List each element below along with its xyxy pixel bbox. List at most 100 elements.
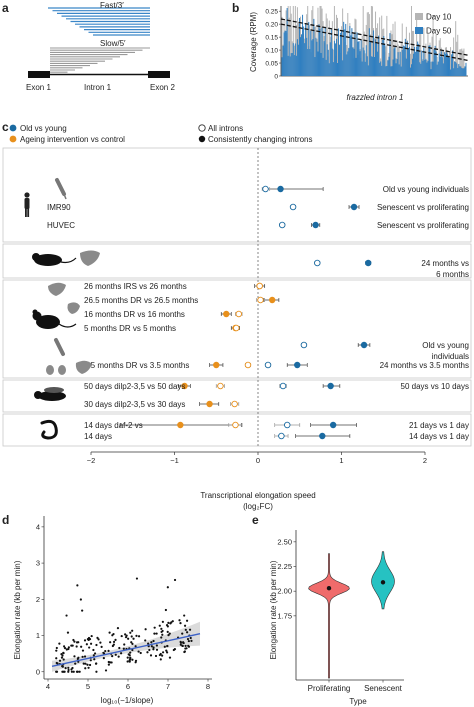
data-point <box>163 645 166 648</box>
data-point <box>55 649 58 652</box>
right-label: Old vs young individuals <box>383 185 469 194</box>
panel-letter-b: b <box>232 1 239 15</box>
data-point <box>66 631 70 634</box>
data-point <box>62 651 65 654</box>
y-tick-label: 0 <box>36 667 40 676</box>
legend-open-circle <box>198 124 206 132</box>
fast-label: Fast/3′ <box>100 1 124 10</box>
data-point <box>167 633 170 637</box>
organ-icons-mouse <box>46 282 92 375</box>
left-label: HUVEC <box>47 221 75 230</box>
data-point <box>84 667 87 670</box>
data-point <box>99 641 102 644</box>
data-point <box>160 627 163 630</box>
effect-point <box>365 259 372 267</box>
forest-xlabel: Transcriptional elongation speed <box>200 491 315 500</box>
legend-day50: Day 50 <box>426 27 452 36</box>
data-point <box>139 651 142 655</box>
data-point <box>88 663 92 667</box>
right-label: 24 months vs <box>421 259 469 268</box>
x-tick-label: 1 <box>339 456 343 465</box>
data-point <box>83 639 87 642</box>
data-point <box>110 661 113 664</box>
data-point <box>152 639 155 643</box>
data-point <box>165 624 169 627</box>
data-point <box>185 619 189 622</box>
y-tick-label: 0 <box>274 74 278 81</box>
data-point <box>124 636 128 639</box>
right-label: 24 months vs 3.5 months <box>380 361 469 370</box>
data-point <box>95 670 98 673</box>
rat-icon <box>32 253 77 266</box>
data-point <box>187 644 190 647</box>
data-point <box>155 632 158 635</box>
y-tick-label: 4 <box>36 522 40 531</box>
x-tick-label: 2 <box>423 456 427 465</box>
panel-a-read-diagram <box>48 7 150 73</box>
data-point <box>166 630 169 633</box>
data-point <box>120 634 123 638</box>
effect-point <box>312 221 319 229</box>
right-label: 21 days vs 1 day <box>409 421 469 430</box>
x-tick-label: −2 <box>87 456 96 465</box>
effect-point-all <box>235 310 243 318</box>
data-point <box>153 626 156 629</box>
data-point <box>179 641 183 644</box>
effect-point <box>327 382 334 390</box>
left-label: 26.5 months DR vs 26.5 months <box>84 296 198 305</box>
data-point <box>184 644 187 648</box>
data-point <box>75 645 78 648</box>
left-label: 16 months DR vs 16 months <box>84 310 185 319</box>
data-point <box>76 670 79 673</box>
human-icon <box>24 192 30 217</box>
intron1-label: Intron 1 <box>84 83 112 92</box>
data-point <box>81 609 84 612</box>
group-box <box>2 379 472 413</box>
data-point <box>58 642 61 645</box>
effect-point <box>213 361 220 369</box>
right-label: 14 days vs 1 day <box>409 432 469 441</box>
data-point <box>95 662 98 665</box>
data-point <box>173 648 177 651</box>
effect-point <box>181 382 188 390</box>
data-point <box>82 662 85 665</box>
data-point <box>146 651 149 654</box>
data-point <box>144 639 147 642</box>
data-point <box>166 644 169 648</box>
data-point <box>155 648 159 651</box>
left-label: 14 days daf-2 vs <box>84 421 143 430</box>
data-point <box>161 654 164 657</box>
data-point <box>118 646 121 650</box>
legend-intervention: Ageing intervention vs control <box>20 135 125 144</box>
exon1-box <box>28 71 50 78</box>
left-label: 3.5 months DR vs 3.5 months <box>84 361 189 370</box>
effect-point-all <box>283 421 291 429</box>
coverage-ylabel: Coverage (RPM) <box>249 12 258 72</box>
data-point <box>144 628 147 631</box>
data-point <box>161 620 164 623</box>
data-point <box>116 627 120 630</box>
scatter-xlabel: log₁₀(−1/slope) <box>101 696 154 705</box>
left-label: 5 months DR vs 5 months <box>84 324 176 333</box>
violin-xlabel: Type <box>349 697 367 706</box>
effect-point-all <box>233 324 240 332</box>
x-tick-label: 8 <box>206 682 210 691</box>
y-tick-label: 2.50 <box>277 537 292 546</box>
left-label: 30 days dilp2-3,5 vs 30 days <box>84 400 185 409</box>
data-point <box>159 658 162 661</box>
data-point <box>67 668 70 672</box>
group-box <box>2 243 472 279</box>
y-tick-label: 1 <box>36 631 40 640</box>
legend-filled-circle <box>198 135 206 143</box>
data-point <box>81 649 85 652</box>
data-point <box>181 644 184 647</box>
data-point <box>128 654 131 657</box>
data-point <box>93 658 96 661</box>
data-point <box>147 642 150 645</box>
data-point <box>129 656 132 659</box>
trend-day50 <box>280 23 469 62</box>
data-point <box>165 651 169 654</box>
data-point <box>87 666 90 669</box>
data-point <box>79 598 82 601</box>
data-point <box>126 660 129 663</box>
